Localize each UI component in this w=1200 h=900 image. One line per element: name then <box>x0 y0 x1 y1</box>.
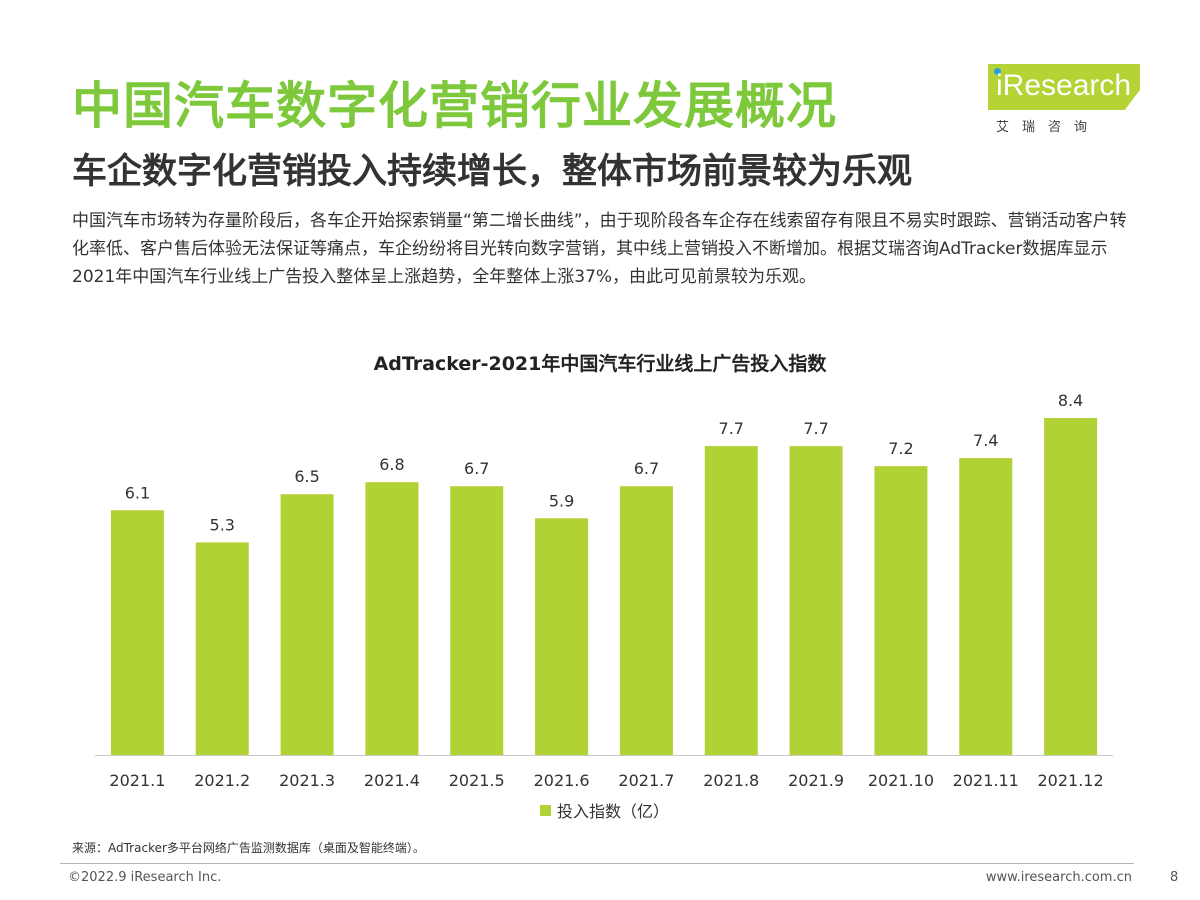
logo-dot-icon <box>994 68 1001 75</box>
x-tick-label-2021.11: 2021.11 <box>953 771 1019 790</box>
bar-2021.5 <box>450 486 504 755</box>
value-label-2021.1: 6.1 <box>125 483 150 502</box>
x-tick-label-2021.2: 2021.2 <box>194 771 250 790</box>
value-label-2021.11: 7.4 <box>973 431 998 450</box>
value-label-2021.4: 6.8 <box>379 455 404 474</box>
bar-2021.9 <box>789 446 843 755</box>
legend-label: 投入指数（亿） <box>557 802 670 821</box>
page-number: 8 <box>1170 870 1179 885</box>
bar-2021.2 <box>195 542 249 755</box>
bar-2021.10 <box>874 466 928 755</box>
legend-swatch <box>540 804 551 816</box>
page-title: 中国汽车数字化营销行业发展概况 <box>72 77 837 135</box>
logo-wordmark: iResearch <box>996 69 1132 102</box>
footer-divider <box>60 863 1134 864</box>
x-tick-label-2021.3: 2021.3 <box>279 771 335 790</box>
x-tick-label-2021.4: 2021.4 <box>364 771 420 790</box>
x-tick-label-2021.1: 2021.1 <box>109 771 165 790</box>
value-label-2021.10: 7.2 <box>888 439 913 458</box>
x-tick-label-2021.12: 2021.12 <box>1037 771 1103 790</box>
bar-2021.3 <box>280 494 334 755</box>
logo-chinese-name: 艾瑞咨询 <box>996 120 1101 135</box>
value-label-2021.8: 7.7 <box>719 419 744 438</box>
bar-2021.4 <box>365 482 419 755</box>
chart-legend: 投入指数（亿） <box>540 799 669 821</box>
bar-2021.8 <box>704 446 758 755</box>
bar-2021.6 <box>535 518 589 755</box>
bar-2021.11 <box>959 458 1013 755</box>
x-tick-label-2021.8: 2021.8 <box>703 771 759 790</box>
bar-2021.7 <box>619 486 673 755</box>
value-label-2021.6: 5.9 <box>549 491 574 510</box>
source-note: 来源：AdTracker多平台网络广告监测数据库（桌面及智能终端）。 <box>72 841 425 855</box>
value-label-2021.9: 7.7 <box>803 419 828 438</box>
website-url: www.iresearch.com.cn <box>985 870 1132 885</box>
value-label-2021.3: 6.5 <box>294 467 319 486</box>
value-label-2021.7: 6.7 <box>634 459 659 478</box>
value-label-2021.2: 5.3 <box>210 515 235 534</box>
value-label-2021.12: 8.4 <box>1058 391 1083 410</box>
value-label-2021.5: 6.7 <box>464 459 489 478</box>
x-tick-label-2021.5: 2021.5 <box>449 771 505 790</box>
logo-band <box>988 64 1140 110</box>
bar-2021.12 <box>1044 418 1098 755</box>
x-tick-label-2021.6: 2021.6 <box>534 771 590 790</box>
x-tick-label-2021.9: 2021.9 <box>788 771 844 790</box>
copyright: ©2022.9 iResearch Inc. <box>68 870 222 885</box>
x-tick-label-2021.10: 2021.10 <box>868 771 934 790</box>
body-paragraph: 中国汽车市场转为存量阶段后，各车企开始探索销量“第二增长曲线”，由于现阶段各车企… <box>72 211 1127 287</box>
page-subtitle: 车企数字化营销投入持续增长，整体市场前景较为乐观 <box>72 152 913 192</box>
bar-2021.1 <box>110 510 164 755</box>
x-tick-label-2021.7: 2021.7 <box>618 771 674 790</box>
iresearch-logo: iResearch 艾瑞咨询 <box>988 64 1140 136</box>
chart-title: AdTracker-2021年中国汽车行业线上广告投入指数 <box>373 353 827 375</box>
